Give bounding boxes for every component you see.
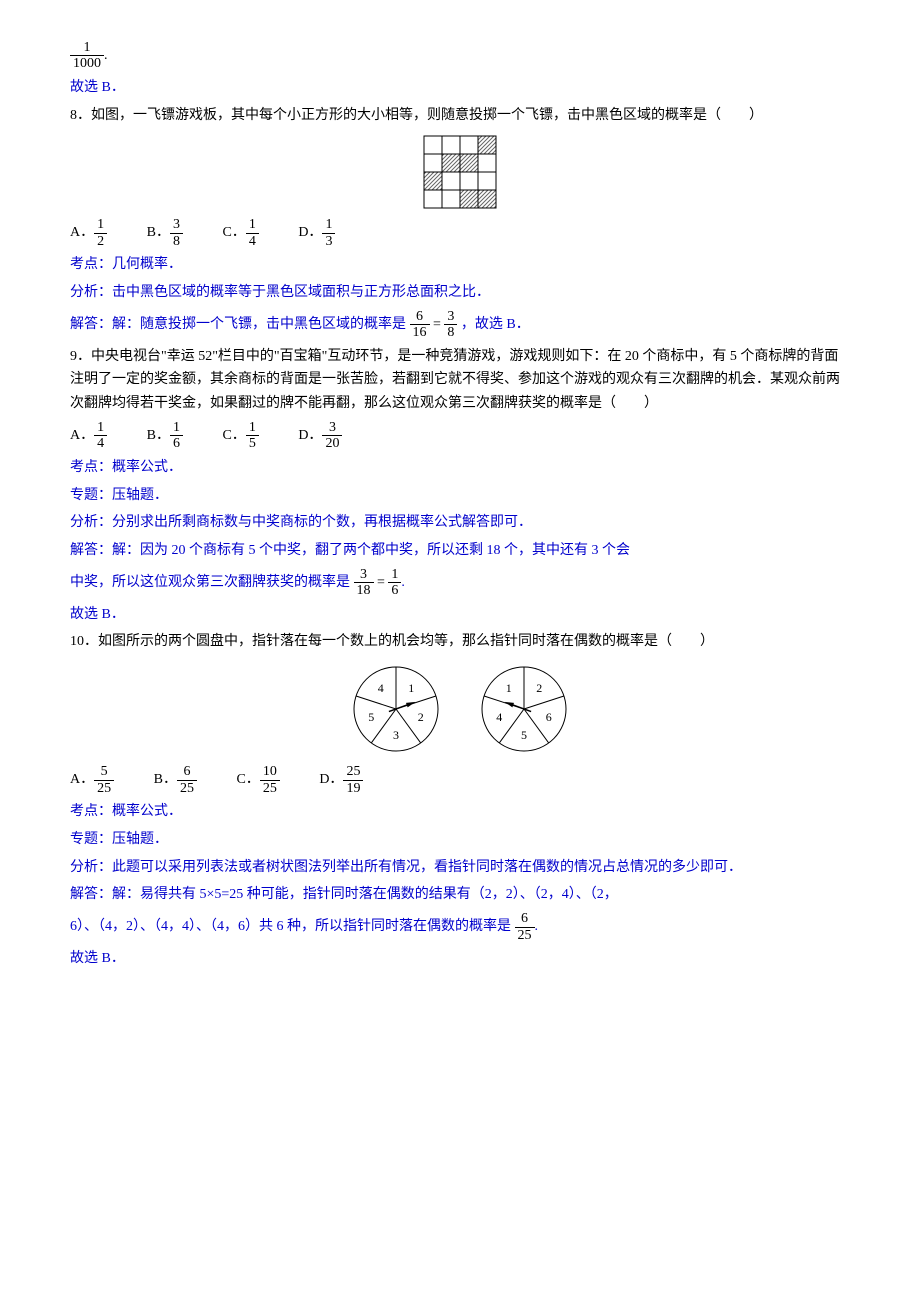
top-fraction: 11000. (70, 40, 850, 72)
q8-figure (70, 135, 850, 209)
q8-fenxi: 分析：击中黑色区域的概率等于黑色区域面积与正方形总面积之比． (70, 281, 850, 305)
q8-grid (423, 135, 497, 209)
svg-text:1: 1 (409, 681, 415, 695)
q10-opt-d: D．2519 (319, 772, 387, 787)
q8-opt-b: B．38 (147, 225, 207, 240)
svg-text:1: 1 (505, 681, 511, 695)
q9-stem: 9．中央电视台"幸运 52"栏目中的"百宝箱"互动环节，是一种竞猜游戏，游戏规则… (70, 345, 850, 416)
q10-kaodian: 考点：概率公式． (70, 800, 850, 824)
svg-text:5: 5 (521, 728, 527, 742)
svg-text:2: 2 (536, 681, 542, 695)
q10-spinner-left: 1 2 3 5 4 (349, 662, 443, 756)
q10-opt-b: B．625 (154, 772, 221, 787)
svg-text:3: 3 (393, 728, 399, 742)
q8-opt-c: C．14 (222, 225, 282, 240)
q9-fenxi: 分析：分别求出所剩商标数与中奖商标的个数，再根据概率公式解答即可． (70, 511, 850, 535)
q10-jieda-l1: 解答：解：易得共有 5×5=25 种可能，指针同时落在偶数的结果有（2，2）、（… (70, 883, 850, 907)
q10-spinner-right: 2 6 5 4 1 (477, 662, 571, 756)
q9-opt-a: A．14 (70, 428, 131, 443)
q10-stem: 10．如图所示的两个圆盘中，指针落在每一个数上的机会均等，那么指针同时落在偶数的… (70, 630, 850, 654)
svg-text:6: 6 (546, 710, 552, 724)
q8-stem: 8．如图，一飞镖游戏板，其中每个小正方形的大小相等，则随意投掷一个飞镖，击中黑色… (70, 104, 850, 128)
q10-select: 故选 B． (70, 947, 850, 971)
q9-opt-b: B．16 (147, 428, 207, 443)
q8-jieda: 解答：解：随意投掷一个飞镖，击中黑色区域的概率是 616 = 38 ，故选 B． (70, 309, 850, 341)
q9-kaodian: 考点：概率公式． (70, 456, 850, 480)
q8-opt-d: D．13 (298, 225, 359, 240)
q10-figure: 1 2 3 5 4 2 6 5 4 1 (70, 662, 850, 756)
q10-options: A．525 B．625 C．1025 D．2519 (70, 764, 850, 796)
q10-opt-c: C．1025 (236, 772, 303, 787)
q9-options: A．14 B．16 C．15 D．320 (70, 420, 850, 452)
q10-fenxi: 分析：此题可以采用列表法或者树状图法列举出所有情况，看指针同时落在偶数的情况占总… (70, 856, 850, 880)
q9-opt-d: D．320 (298, 428, 366, 443)
svg-text:5: 5 (368, 710, 374, 724)
q10-jieda-l2: 6）、（4，2）、（4，4）、（4，6）共 6 种，所以指针同时落在偶数的概率是… (70, 911, 850, 943)
svg-text:2: 2 (418, 710, 424, 724)
q9-jieda-l1: 解答：解：因为 20 个商标有 5 个中奖，翻了两个都中奖，所以还剩 18 个，… (70, 539, 850, 563)
svg-text:4: 4 (496, 710, 502, 724)
q10-opt-a: A．525 (70, 772, 138, 787)
q10-zhuanti: 专题：压轴题． (70, 828, 850, 852)
q9-opt-c: C．15 (222, 428, 282, 443)
q9-select: 故选 B． (70, 603, 850, 627)
q9-jieda-l2: 中奖，所以这位观众第三次翻牌获奖的概率是 318 = 16. (70, 567, 850, 599)
q8-options: A．12 B．38 C．14 D．13 (70, 217, 850, 249)
svg-text:4: 4 (378, 681, 384, 695)
q9-zhuanti: 专题：压轴题． (70, 484, 850, 508)
q8-opt-a: A．12 (70, 225, 131, 240)
top-select: 故选 B． (70, 76, 850, 100)
q8-kaodian: 考点：几何概率． (70, 253, 850, 277)
